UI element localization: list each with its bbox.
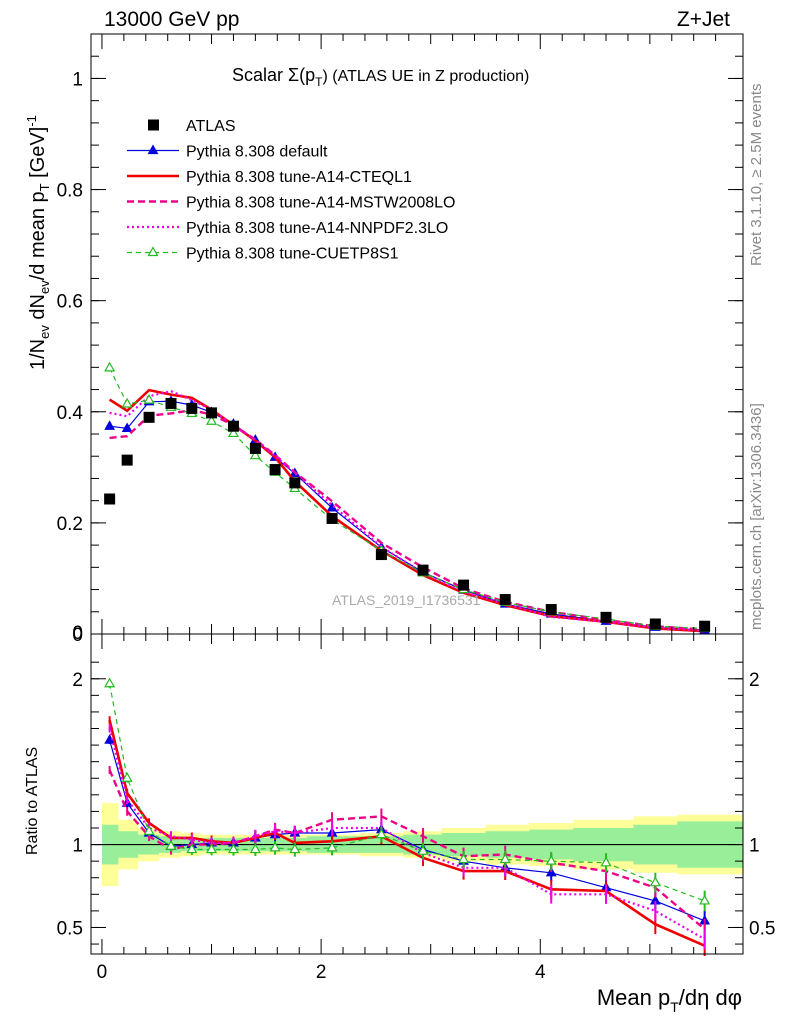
series-line-4 <box>109 390 705 632</box>
series-1-marker <box>104 420 116 430</box>
legend-label: Pythia 8.308 tune-A14-NNPDF2.3LO <box>186 220 448 237</box>
atlas-data-point <box>289 477 301 489</box>
collision-label: 13000 GeV pp <box>104 8 239 31</box>
series-line-5 <box>109 367 705 629</box>
ratio-4-marker <box>545 854 557 865</box>
ratio-4-marker <box>186 843 198 854</box>
ratio-4-marker <box>121 772 133 782</box>
atlas-data-point <box>326 512 338 524</box>
ratio-tick-label-right: 2 <box>749 670 760 691</box>
ratio-plot-frame <box>90 633 744 955</box>
y-tick-label: 0.4 <box>57 403 84 424</box>
x-tick-label: 0 <box>97 962 108 983</box>
x-tick-label: 2 <box>316 962 327 983</box>
y-tick-label: 1 <box>72 69 83 90</box>
ratio-axis-label: Ratio to ATLAS <box>24 747 41 855</box>
atlas-data-point <box>545 604 557 616</box>
series-5-marker <box>227 427 239 438</box>
series-1-marker <box>121 422 133 433</box>
atlas-data-point <box>104 493 116 505</box>
atlas-data-point <box>458 579 470 591</box>
ratio-tick-label-right: 1 <box>749 836 760 857</box>
series-5-marker <box>104 361 116 372</box>
ratio-4-marker <box>417 844 429 855</box>
ratio-4-marker <box>206 843 218 854</box>
legend-marker <box>147 144 159 155</box>
atlas-data-point <box>699 620 711 632</box>
atlas-data-point <box>165 397 177 409</box>
ratio-4-marker <box>165 840 177 850</box>
legend-marker-atlas <box>148 119 159 131</box>
atlas-data-point <box>249 442 261 454</box>
atlas-data-point <box>417 564 429 576</box>
process-label: Z+Jet <box>677 8 730 31</box>
ratio-plot-panel: 0.5 0.5 1 1 2 2 0 2 4 Ratio to ATLAS Mean pT/dη … <box>24 633 775 1015</box>
ratio-tick-label: 1 <box>72 836 83 857</box>
atlas-data-point <box>375 549 387 561</box>
ratio-4-marker <box>649 876 661 887</box>
atlas-data-point <box>227 420 239 432</box>
y-tick-label-zero: 0 <box>72 623 83 644</box>
legend-marker <box>147 246 159 257</box>
ratio-0-marker <box>104 734 116 744</box>
atlas-data-point <box>649 618 661 630</box>
ratio-4-marker <box>289 843 301 854</box>
series-5-marker <box>249 449 261 460</box>
rivet-label: Rivet 3.1.10, ≥ 2.5M events <box>748 84 765 267</box>
main-plot-panel: 00.20.40.60.810 ATLAS_2019_I1736531 Scal… <box>24 33 744 646</box>
watermark: ATLAS_2019_I1736531 <box>332 592 481 608</box>
ratio-4-marker <box>104 677 116 688</box>
ratio-4-marker <box>600 856 612 867</box>
legend-label: ATLAS <box>186 118 236 135</box>
atlas-data-point <box>206 407 218 419</box>
series-5-marker <box>143 393 155 404</box>
ratio-4-marker <box>375 828 387 839</box>
ratio-0-marker <box>649 894 661 905</box>
ratio-4-marker <box>458 853 470 864</box>
atlas-data-point <box>186 402 198 414</box>
ratio-tick-label: 2 <box>72 670 83 691</box>
y-tick-label: 0.8 <box>57 181 83 202</box>
legend: ATLAS Pythia 8.308 default Pythia 8.308 tu… <box>127 118 455 263</box>
ratio-4-marker <box>249 843 261 854</box>
ratio-4-marker <box>326 841 338 852</box>
legend-label: Pythia 8.308 tune-CUETP8S1 <box>186 246 399 263</box>
y-tick-label: 0 <box>72 625 83 646</box>
legend-label: Pythia 8.308 tune-A14-MSTW2008LO <box>186 195 455 212</box>
ratio-4-marker <box>499 853 511 864</box>
series-5-marker <box>121 397 133 408</box>
y-axis-label: 1/Nev dNev/d mean pT [GeV]-1 <box>24 115 52 370</box>
atlas-data-point <box>499 594 511 606</box>
atlas-data-point <box>121 454 133 466</box>
mcplots-label: mcplots.cern.ch [arXiv:1306.3436] <box>748 403 765 630</box>
ratio-tick-label-right: 0.5 <box>749 918 775 939</box>
chart-title: Scalar Σ(pT) (ATLAS UE in Z production) <box>232 65 529 89</box>
legend-label: Pythia 8.308 default <box>186 144 328 161</box>
atlas-data-point <box>269 464 281 476</box>
ratio-4-marker <box>143 825 155 835</box>
legend-label: Pythia 8.308 tune-A14-CTEQL1 <box>186 169 412 186</box>
y-tick-label: 0.6 <box>57 292 83 313</box>
ratio-4-marker <box>699 894 711 905</box>
atlas-data-point <box>143 411 155 423</box>
ratio-4-marker <box>227 843 239 854</box>
ratio-4-marker <box>269 841 281 852</box>
ratio-tick-label: 0.5 <box>57 918 83 939</box>
x-tick-label: 4 <box>535 962 546 983</box>
y-tick-label: 0.2 <box>57 514 83 535</box>
series-5-marker <box>206 414 218 425</box>
series-1-marker <box>326 501 338 512</box>
x-axis-label: Mean pT/dη dφ <box>597 985 742 1015</box>
atlas-data-point <box>600 611 612 623</box>
